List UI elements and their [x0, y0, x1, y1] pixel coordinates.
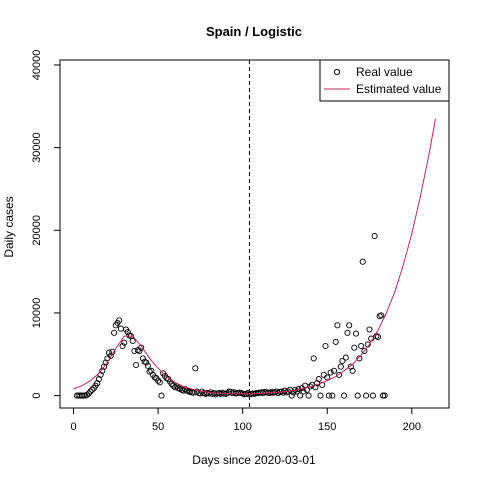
real-value-point [330, 367, 338, 374]
real-value-point [325, 392, 332, 399]
real-value-point [379, 392, 387, 399]
real-value-point [168, 380, 175, 388]
real-value-point [305, 392, 312, 399]
y-tick-label: 30000 [31, 132, 43, 163]
real-value-point [155, 377, 162, 384]
real-value-point [339, 357, 346, 364]
real-value-point [363, 392, 370, 399]
real-value-point [359, 258, 366, 265]
real-value-point [310, 355, 317, 362]
x-axis: 0 50 100 150 200 [70, 408, 421, 433]
real-value-point [358, 342, 365, 350]
real-value-point [80, 392, 87, 399]
real-value-point [144, 362, 151, 369]
real-value-point [129, 337, 136, 345]
real-value-point [124, 328, 131, 336]
real-value-point [133, 361, 140, 369]
real-value-point [341, 392, 348, 399]
real-value-point [342, 354, 349, 361]
real-value-point [337, 363, 344, 370]
real-value-point [327, 369, 334, 376]
real-value-point [143, 359, 150, 366]
real-value-point [374, 333, 382, 340]
legend-label-real: Real value [356, 65, 413, 79]
y-tick-label: 40000 [31, 50, 43, 81]
real-value-point [324, 374, 331, 381]
real-value-point [346, 322, 353, 329]
chart-title: Spain / Logistic [206, 24, 302, 39]
x-tick-label: 50 [152, 421, 164, 433]
real-value-point [336, 371, 343, 378]
real-value-point [347, 363, 354, 370]
real-value-point [329, 392, 336, 399]
legend-label-estimated: Estimated value [356, 82, 442, 96]
real-value-point [105, 349, 113, 356]
x-axis-label: Days since 2020-03-01 [192, 453, 316, 467]
real-value-point [354, 392, 361, 399]
real-value-point [158, 392, 165, 399]
y-tick-label: 0 [31, 393, 43, 399]
real-value-point [121, 339, 128, 346]
real-value-point [332, 338, 339, 345]
real-value-point [371, 233, 378, 240]
real-value-point [297, 392, 304, 399]
real-value-point [356, 355, 363, 362]
x-tick-label: 0 [70, 421, 76, 433]
estimated-value-line [73, 118, 436, 395]
real-value-point [352, 330, 360, 337]
real-value-point [156, 379, 163, 386]
real-value-point [361, 347, 368, 355]
real-value-point [97, 371, 104, 378]
real-value-point [288, 392, 295, 399]
real-value-point [322, 342, 329, 350]
x-tick-label: 100 [233, 421, 251, 433]
real-value-point [116, 317, 123, 324]
legend-box [319, 59, 450, 102]
real-value-point [378, 312, 385, 319]
real-value-point [107, 352, 114, 359]
y-tick-label: 20000 [31, 215, 43, 246]
y-axis: 0 10000 20000 30000 40000 [31, 50, 60, 399]
real-value-point [89, 386, 96, 393]
plot-area [73, 60, 436, 408]
real-value-point [317, 392, 324, 399]
y-axis-label: Daily cases [2, 196, 16, 257]
real-value-point [170, 382, 177, 389]
real-value-point [139, 355, 146, 362]
real-value-point [369, 392, 376, 399]
real-value-point [138, 344, 145, 351]
legend: Real value Estimated value [319, 59, 450, 102]
plot-frame [59, 59, 450, 409]
legend-marker-real [333, 68, 341, 76]
x-tick-label: 200 [403, 421, 421, 433]
real-value-point [192, 365, 199, 372]
real-value-point [136, 347, 143, 355]
real-value-point [111, 329, 118, 336]
x-tick-label: 150 [318, 421, 336, 433]
real-value-point [84, 391, 91, 398]
real-value-point [334, 322, 341, 329]
real-value-point [344, 329, 351, 336]
real-value-point [381, 392, 388, 399]
real-value-point [351, 344, 358, 351]
y-tick-label: 10000 [31, 298, 43, 329]
real-value-point [119, 342, 126, 350]
real-value-point [349, 367, 356, 374]
real-value-point [148, 367, 155, 374]
real-value-point [94, 380, 101, 387]
real-value-point [366, 326, 373, 333]
real-value-point [315, 376, 322, 383]
real-value-point [87, 388, 94, 395]
